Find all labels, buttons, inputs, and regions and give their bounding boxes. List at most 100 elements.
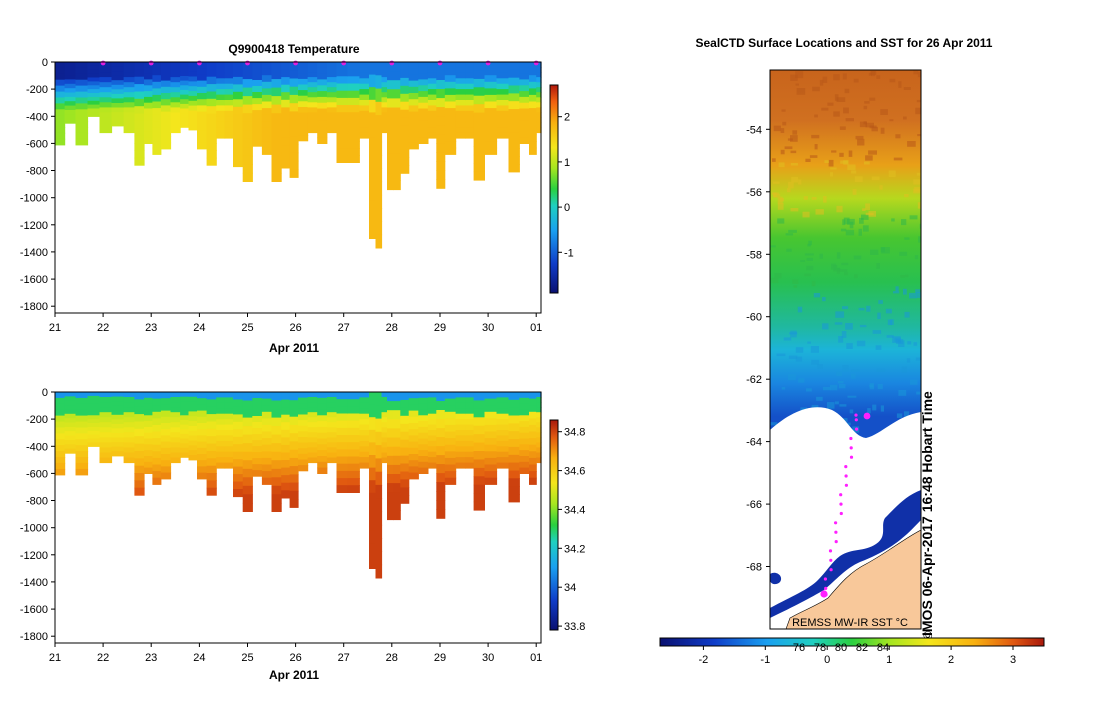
temperature-cell [144,96,153,104]
temperature-cell [381,117,388,123]
temperature-cell [271,138,282,148]
sst-speckle [917,202,921,209]
temperature-cell [359,132,370,139]
temperature-cell [281,160,291,169]
temperature-cell [134,76,145,85]
salinity-cell [188,401,198,408]
salinity-cell [465,451,475,458]
temperature-cell [252,86,263,93]
salinity-cell [252,428,263,435]
temperature-cell [197,93,208,100]
salinity-cell [224,413,234,420]
temperature-cell [418,85,429,92]
temperature-cell [387,162,394,172]
salinity-cell [55,403,66,411]
salinity-cell [387,510,394,521]
temperature-cell [387,98,394,109]
salinity-cell [444,464,457,472]
x-tick-label: 21 [49,652,61,664]
salinity-cell [55,392,66,399]
temperature-cell [484,62,498,70]
sst-speckle [783,337,792,341]
temperature-cell [529,147,537,155]
salinity-cell [99,412,113,418]
salinity-cell [271,477,282,487]
salinity-cell [444,457,457,466]
temperature-cell [271,104,282,114]
salinity-cell [427,430,437,436]
sst-speckle [865,122,874,128]
salinity-cell [496,446,510,453]
sst-speckle [863,105,868,110]
x-tick-label: 28 [386,322,398,334]
salinity-cell [529,471,537,479]
salinity-cell [536,392,542,398]
salinity-cell [261,405,273,413]
salinity-cell [418,415,429,422]
temperature-cell [75,115,89,122]
sst-colorbar-tick-label: -2 [699,654,709,666]
x-tick-label: 26 [289,322,301,334]
y-tick-label: -1800 [20,631,48,643]
salinity-cell [144,461,153,469]
salinity-cell [261,477,273,485]
temperature-cell [99,77,113,83]
sst-speckle [913,188,921,194]
salinity-cell [436,437,446,447]
temperature-cell [64,101,76,107]
salinity-cell [64,431,76,437]
temperature-cell [298,73,309,80]
temperature-cell [271,172,282,182]
salinity-cell [400,495,410,504]
temperature-cell [369,175,377,189]
y-tick-label: -1600 [20,274,48,286]
salinity-cell [326,412,338,418]
temperature-cell [123,67,135,73]
temperature-cell [170,117,181,123]
temperature-cell [289,62,299,71]
temperature-cell [347,112,360,120]
temperature-cell [375,101,383,116]
salinity-cell [387,455,394,466]
temperature-cell [375,88,383,103]
temperature-cell [336,155,348,163]
temperature-cell [188,76,198,82]
salinity-cell [55,462,66,470]
temperature-cell [252,62,263,69]
temperature-cell [206,128,217,137]
temperature-cell [197,124,208,131]
salinity-cell [336,449,348,458]
temperature-cell [197,105,208,113]
salinity-cell [473,501,485,511]
temperature-cell [369,74,377,88]
salinity-cell [347,406,360,415]
temperature-cell [180,85,190,91]
temperature-cell [281,77,291,86]
salinity-cell [369,429,377,443]
temperature-cell [508,140,520,149]
salinity-cell [408,447,419,455]
sst-colorbar-tick-label: 0 [824,654,830,666]
temperature-cell [536,112,542,118]
sst-speckle [886,335,894,338]
temperature-cell [359,62,370,68]
salinity-cell [160,454,172,461]
x-tick-label: 28 [386,652,398,664]
temperature-cell [375,115,383,129]
salinity-cell [111,414,125,420]
sst-speckle [795,83,799,86]
temperature-cell [206,150,217,159]
salinity-cell [123,442,135,448]
salinity-cell [444,438,457,446]
salinity-cell [336,442,348,450]
y-tick-label: 0 [42,387,48,399]
salinity-cell [180,396,190,402]
salinity-cell [381,447,388,453]
sst-speckle [916,99,921,103]
salinity-cell [206,428,217,437]
salinity-cell [455,424,466,431]
temperature-cell [427,94,437,101]
salinity-cell [233,474,244,483]
salinity-cell [224,462,234,469]
salinity-cell [408,460,419,467]
